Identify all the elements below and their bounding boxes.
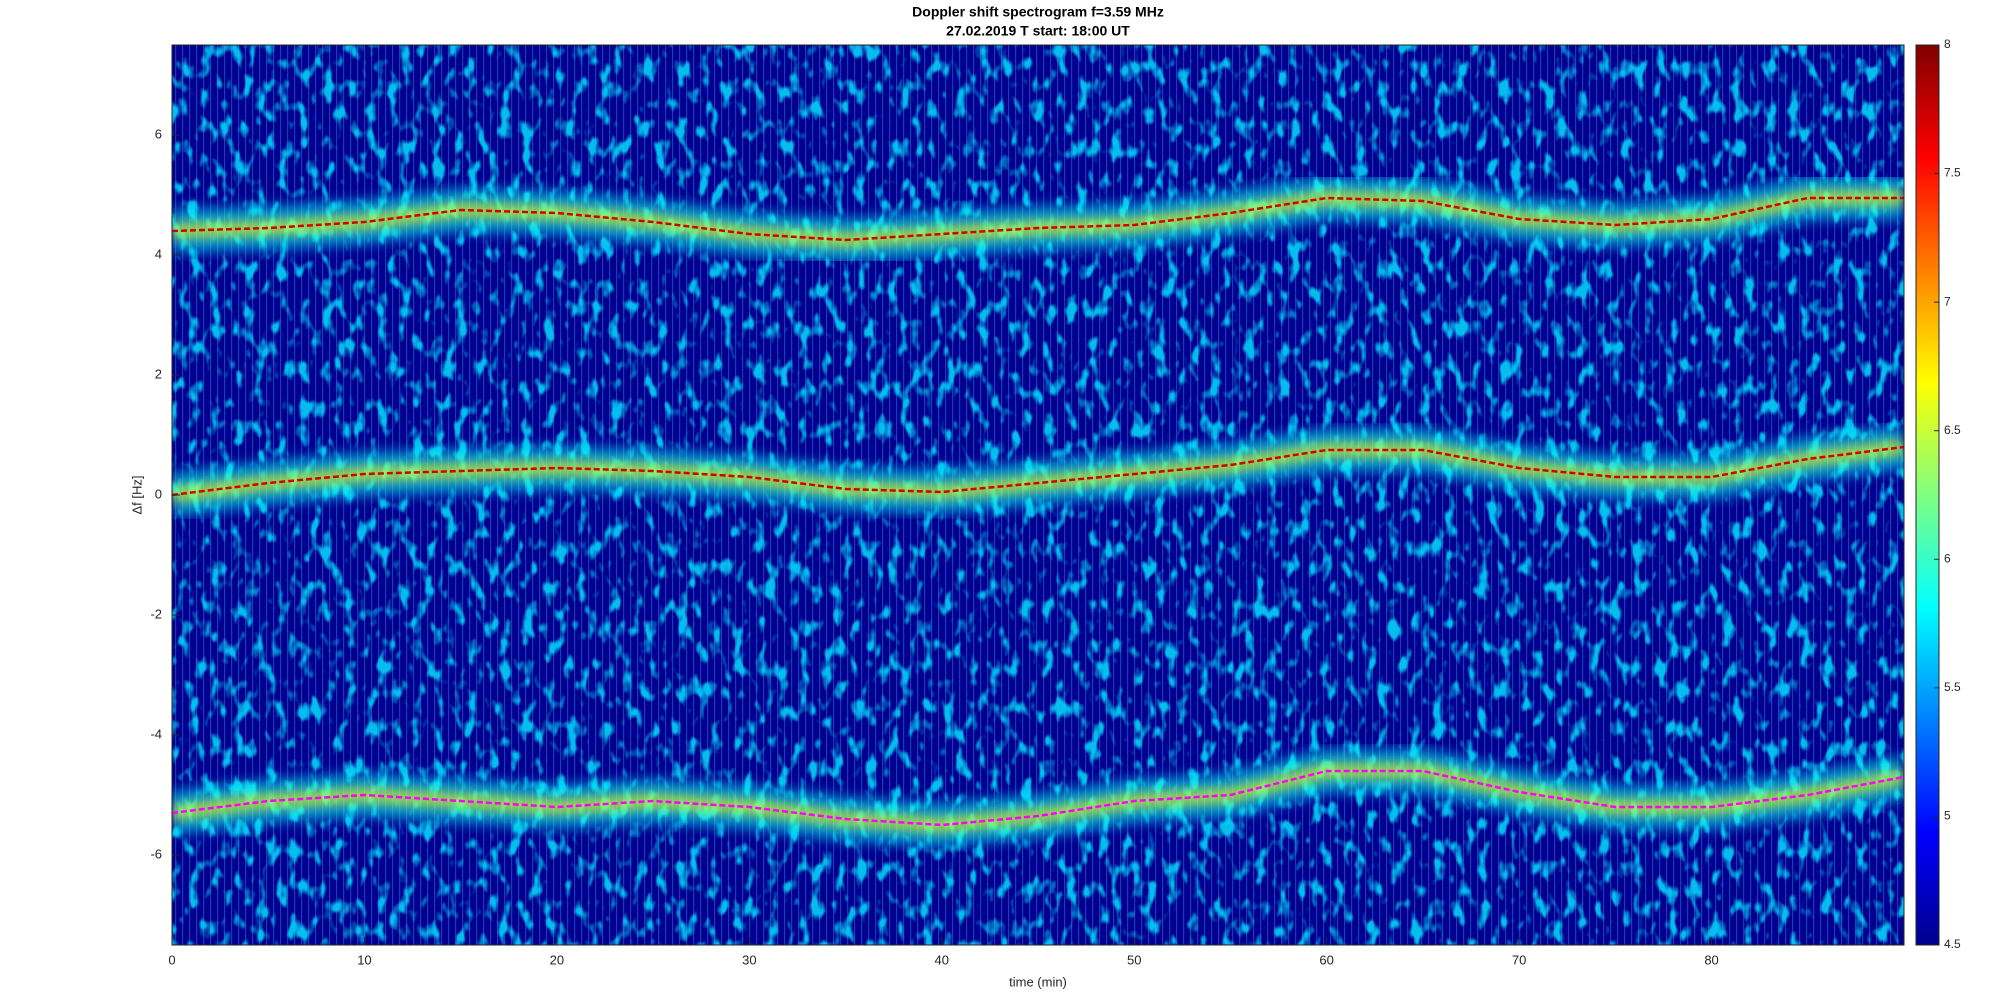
chart-subtitle: 27.02.2019 T start: 18:00 UT: [946, 23, 1130, 39]
trace-line: [172, 769, 1904, 827]
x-tick-label: 30: [742, 952, 756, 967]
chart-title: Doppler shift spectrogram f=3.59 MHz: [912, 4, 1164, 20]
traces: [172, 175, 1904, 848]
colorbar-tick-label: 7.5: [1944, 166, 1961, 180]
y-tick-label: 6: [155, 126, 162, 141]
y-tick-label: 0: [155, 486, 162, 501]
colorbar-tick-label: 5.5: [1944, 680, 1961, 694]
x-tick-label: 0: [168, 952, 175, 967]
x-tick-label: 20: [550, 952, 564, 967]
y-tick-label: -2: [150, 606, 162, 621]
x-tick-label: 70: [1512, 952, 1526, 967]
x-tick-label: 40: [935, 952, 949, 967]
x-tick-label: 50: [1127, 952, 1141, 967]
colorbar-tick-label: 6: [1944, 551, 1951, 565]
colorbar-tick-label: 4.5: [1944, 937, 1961, 951]
colorbar-tick-label: 5: [1944, 809, 1951, 823]
plot-area: [172, 45, 1904, 945]
y-tick-label: 2: [155, 366, 162, 381]
trace-line: [172, 445, 1904, 497]
colorbar-tick-label: 8: [1944, 37, 1951, 51]
x-tick-label: 60: [1319, 952, 1333, 967]
x-axis-label: time (min): [1009, 974, 1067, 989]
trace-line: [172, 196, 1904, 242]
y-tick-label: -6: [150, 846, 162, 861]
x-tick-label: 10: [357, 952, 371, 967]
y-axis-label: Δf [Hz]: [129, 475, 144, 514]
colorbar-tick-label: 7: [1944, 294, 1951, 308]
y-tick-label: 4: [155, 246, 162, 261]
colorbar: [1915, 44, 1940, 946]
colorbar-tick-label: 6.5: [1944, 423, 1961, 437]
y-tick-label: -4: [150, 726, 162, 741]
x-tick-label: 80: [1704, 952, 1718, 967]
